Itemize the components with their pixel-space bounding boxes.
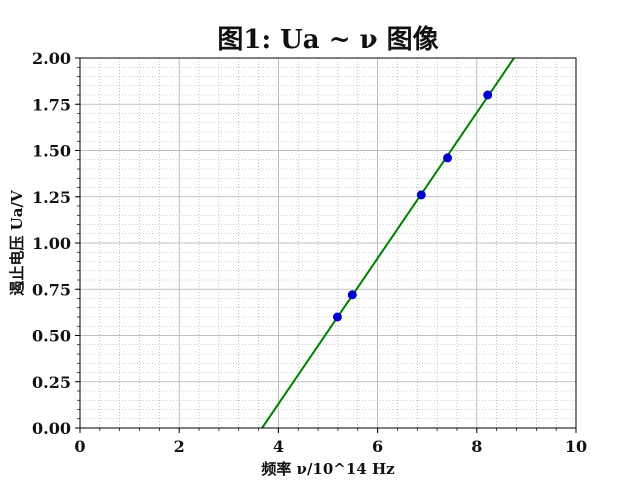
- chart-title: 图1: Ua ~ ν 图像: [217, 25, 439, 55]
- x-tick-label: 2: [174, 437, 185, 456]
- y-tick-label: 0.00: [32, 419, 71, 438]
- y-tick-label: 1.75: [32, 95, 71, 114]
- x-tick-label: 0: [74, 437, 85, 456]
- fit-line: [261, 57, 515, 429]
- y-tick-label: 1.50: [32, 142, 71, 161]
- y-tick-label: 1.00: [32, 234, 71, 253]
- x-tick-label: 6: [372, 437, 383, 456]
- y-tick-label: 0.25: [32, 373, 71, 392]
- y-tick-label: 2.00: [32, 49, 71, 68]
- y-tick-label: 0.50: [32, 327, 71, 346]
- x-tick-label: 4: [273, 437, 284, 456]
- series-layer: [261, 57, 515, 429]
- data-point: [416, 190, 426, 200]
- data-point: [443, 153, 453, 163]
- x-tick-label: 8: [471, 437, 482, 456]
- y-tick-label: 1.25: [32, 188, 71, 207]
- x-tick-label: 10: [565, 437, 587, 456]
- data-point: [483, 90, 493, 100]
- x-axis-label: 频率 ν/10^14 Hz: [261, 460, 395, 478]
- ticks: 0 2 4 6 8 10 0.00 0.25 0.50 0.75 1.00 1.25 1.50 1.75 2…: [32, 49, 587, 456]
- grid: [79, 57, 577, 429]
- data-point: [347, 290, 357, 300]
- data-point: [332, 312, 342, 322]
- y-tick-label: 0.75: [32, 280, 71, 299]
- y-axis-label: 遏止电压 Ua/V: [8, 190, 26, 296]
